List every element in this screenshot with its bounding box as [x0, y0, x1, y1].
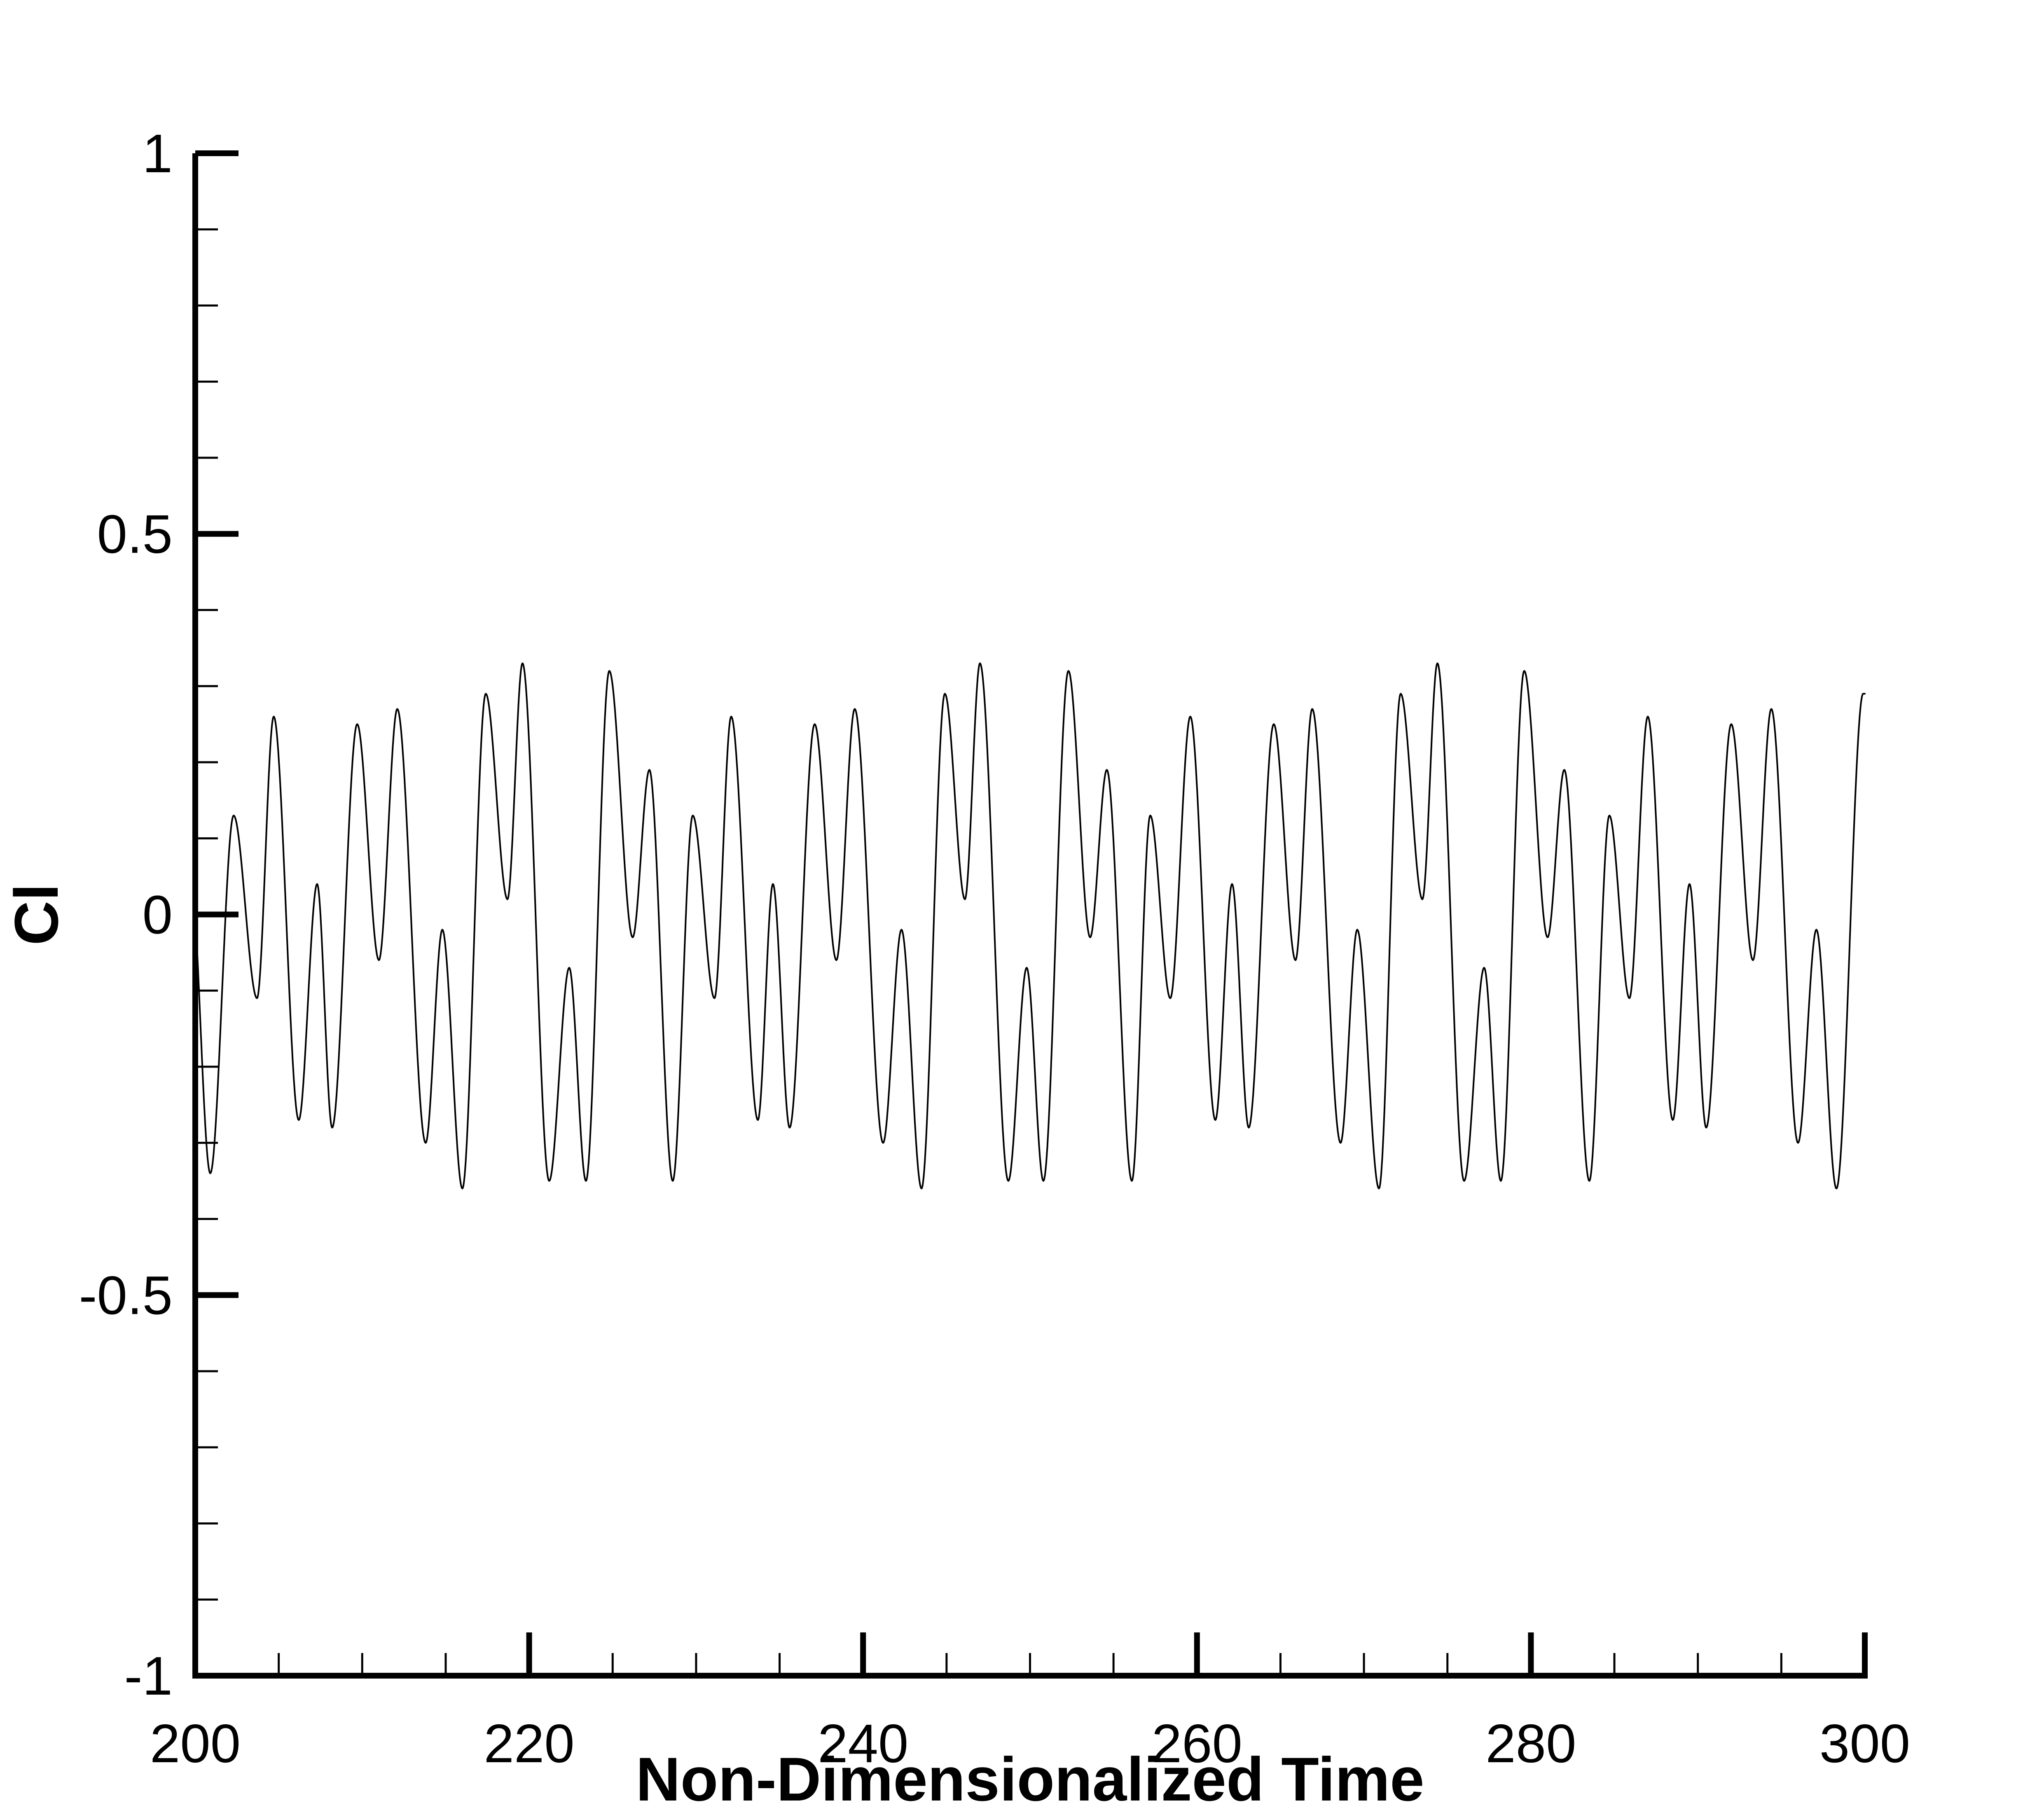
y-tick-label: 0.5: [97, 504, 173, 564]
y-tick-label: 0: [143, 885, 173, 945]
cl-series-line: [194, 662, 1866, 1189]
x-tick-label: 260: [1152, 1713, 1242, 1774]
x-tick-label: 200: [150, 1713, 241, 1774]
x-tick-label: 300: [1819, 1713, 1910, 1774]
tick-labels: 200 220 240 260 280 300 -1 -0.5 0 0.5 1: [79, 123, 1911, 1774]
y-tick-label: -1: [124, 1646, 173, 1706]
x-tick-label: 240: [818, 1713, 908, 1774]
y-tick-label: -0.5: [79, 1265, 173, 1325]
x-tick-label: 220: [484, 1713, 574, 1774]
y-tick-label: 1: [143, 123, 173, 184]
x-axis-title: Non-Dimensionalized Time: [636, 1744, 1424, 1814]
axis-ticks: [192, 150, 1868, 1679]
y-axis-title: Cl: [2, 884, 71, 946]
x-tick-label: 280: [1485, 1713, 1576, 1774]
